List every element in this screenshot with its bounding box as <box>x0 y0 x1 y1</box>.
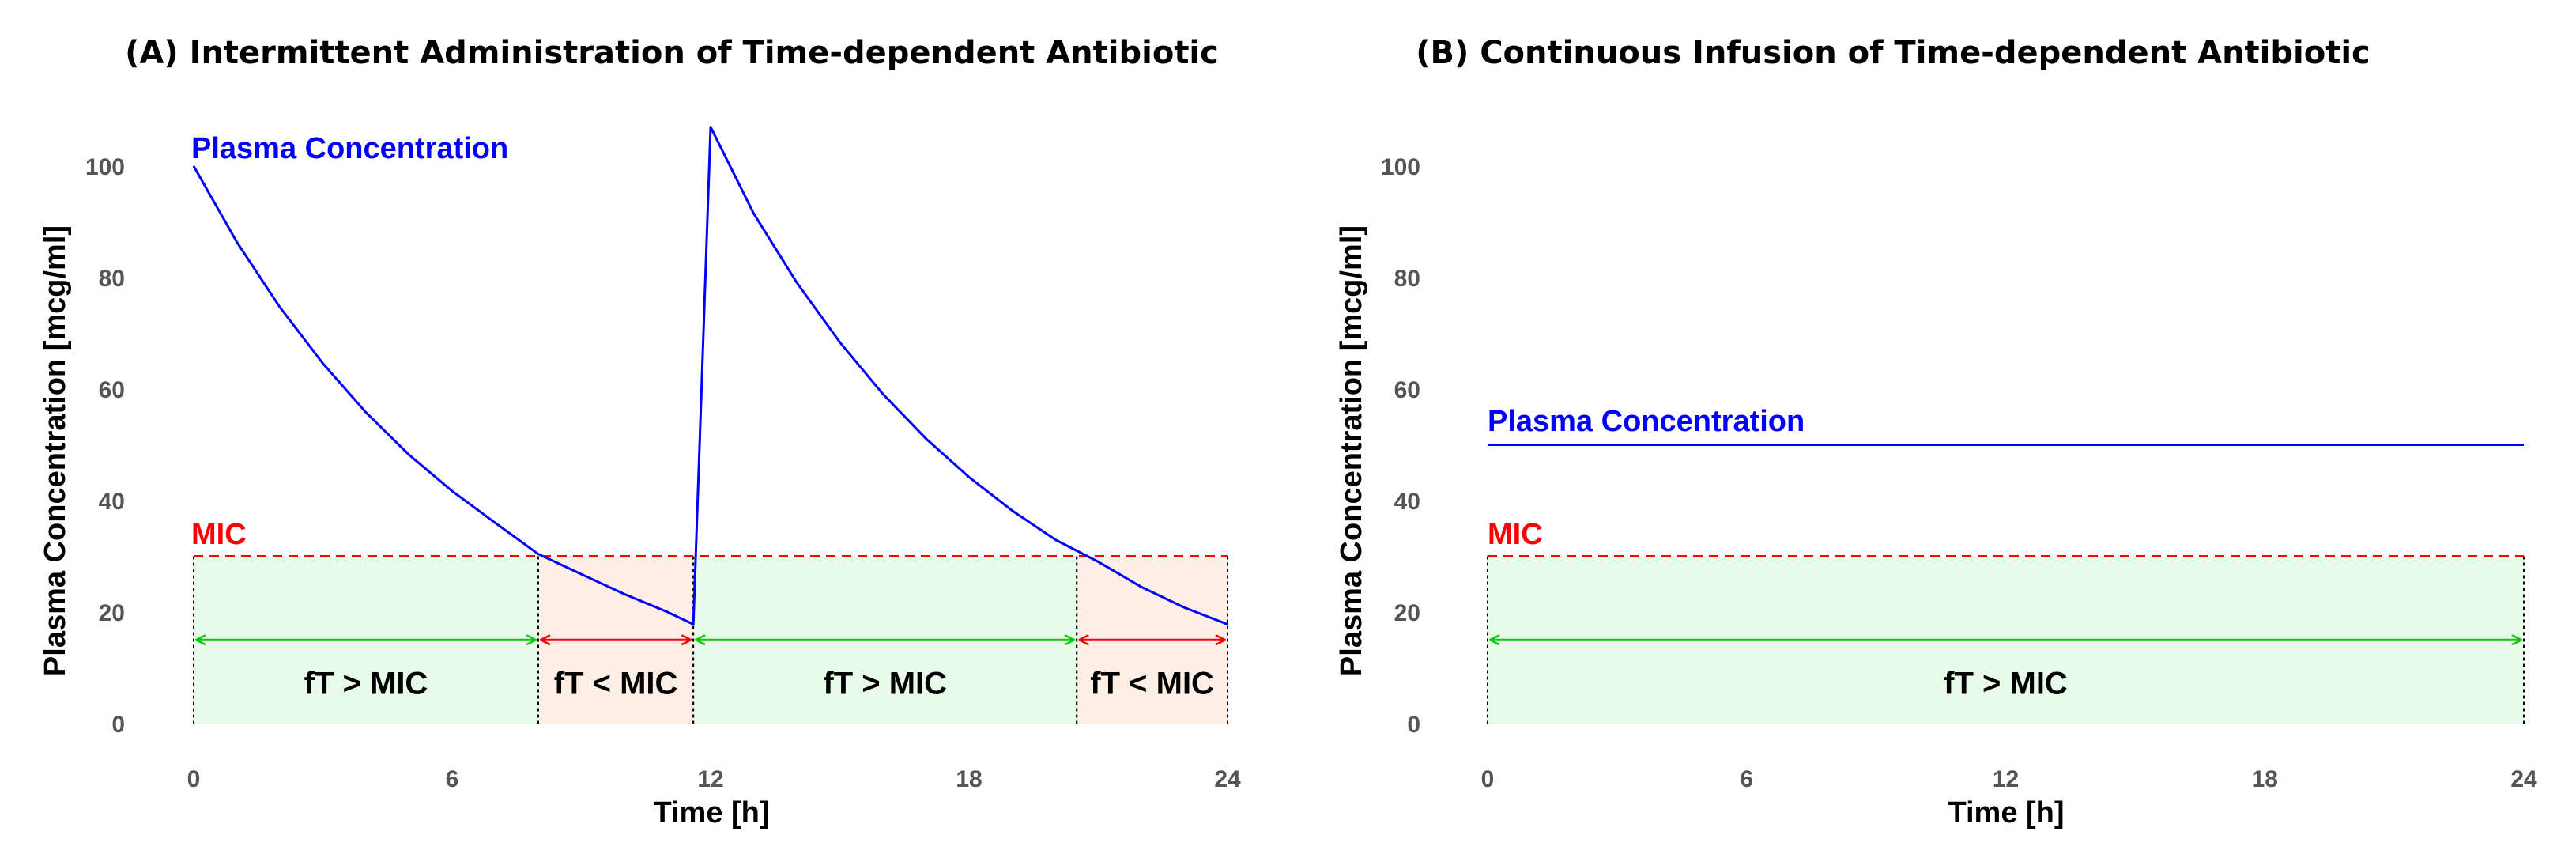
chart-panel-a: (A) Intermittent Administration of Time-… <box>39 35 1241 829</box>
chart-b-series-label: Plasma Concentration <box>1488 405 1805 438</box>
chart-b-ytick-0: 0 <box>1407 712 1420 738</box>
chart-a-ytick-0: 0 <box>111 712 125 738</box>
chart-a-mic-label: MIC <box>191 518 247 551</box>
chart-a-ytick-5: 100 <box>85 154 125 180</box>
chart-b-regions: fT > MIC <box>1487 556 2525 724</box>
chart-b-xtick-3: 18 <box>2252 766 2278 792</box>
chart-a-region-label-1: fT < MIC <box>554 666 678 701</box>
chart-b-mic-label: MIC <box>1488 518 1543 551</box>
chart-b-xlabel: Time [h] <box>1948 796 2064 829</box>
chart-a-series <box>192 126 1228 625</box>
chart-a-ticks: 0 20 40 60 80 100 0 6 12 18 24 <box>85 154 1241 792</box>
chart-panel-b: (B) Continuous Infusion of Time-dependen… <box>1335 35 2537 829</box>
chart-a-ytick-3: 60 <box>99 377 125 403</box>
chart-a-region-label-3: fT < MIC <box>1090 666 1214 701</box>
chart-a-regions: fT > MIC fT < MIC fT > MIC fT < MIC <box>193 556 1228 724</box>
chart-b-xtick-0: 0 <box>1481 766 1495 792</box>
chart-a-region-label-2: fT > MIC <box>823 666 947 701</box>
chart-a-ytick-1: 20 <box>99 600 125 626</box>
chart-a-title: (A) Intermittent Administration of Time-… <box>125 35 1219 71</box>
chart-a-xtick-0: 0 <box>187 766 201 792</box>
chart-b-xtick-1: 6 <box>1740 766 1753 792</box>
chart-b-title: (B) Continuous Infusion of Time-dependen… <box>1416 35 2370 71</box>
chart-a-series-label: Plasma Concentration <box>191 132 508 165</box>
chart-b-ytick-1: 20 <box>1394 600 1420 626</box>
chart-b-ytick-2: 40 <box>1394 489 1420 515</box>
chart-a-xtick-3: 18 <box>956 766 982 792</box>
chart-b-ticks: 0 20 40 60 80 100 0 6 12 18 24 <box>1381 154 2537 792</box>
chart-b-xtick-2: 12 <box>1993 766 2019 792</box>
chart-a-series-line-0 <box>192 126 1228 625</box>
chart-b-xtick-4: 24 <box>2510 766 2537 792</box>
chart-a-ytick-2: 40 <box>99 489 125 515</box>
chart-a-xtick-1: 6 <box>446 766 459 792</box>
chart-a-region-label-0: fT > MIC <box>304 666 428 701</box>
chart-b-ytick-4: 80 <box>1394 266 1420 292</box>
chart-b-region-label-0: fT > MIC <box>1944 666 2068 701</box>
chart-a-xtick-4: 24 <box>1214 766 1241 792</box>
chart-b-ytick-5: 100 <box>1381 154 1420 180</box>
chart-a-ytick-4: 80 <box>99 266 125 292</box>
chart-a-xtick-2: 12 <box>697 766 723 792</box>
chart-b-ylabel: Plasma Concentration [mcg/ml] <box>1335 225 1368 676</box>
chart-a-ylabel: Plasma Concentration [mcg/ml] <box>39 225 72 676</box>
chart-a-xlabel: Time [h] <box>653 796 769 829</box>
chart-b-ytick-3: 60 <box>1394 377 1420 403</box>
